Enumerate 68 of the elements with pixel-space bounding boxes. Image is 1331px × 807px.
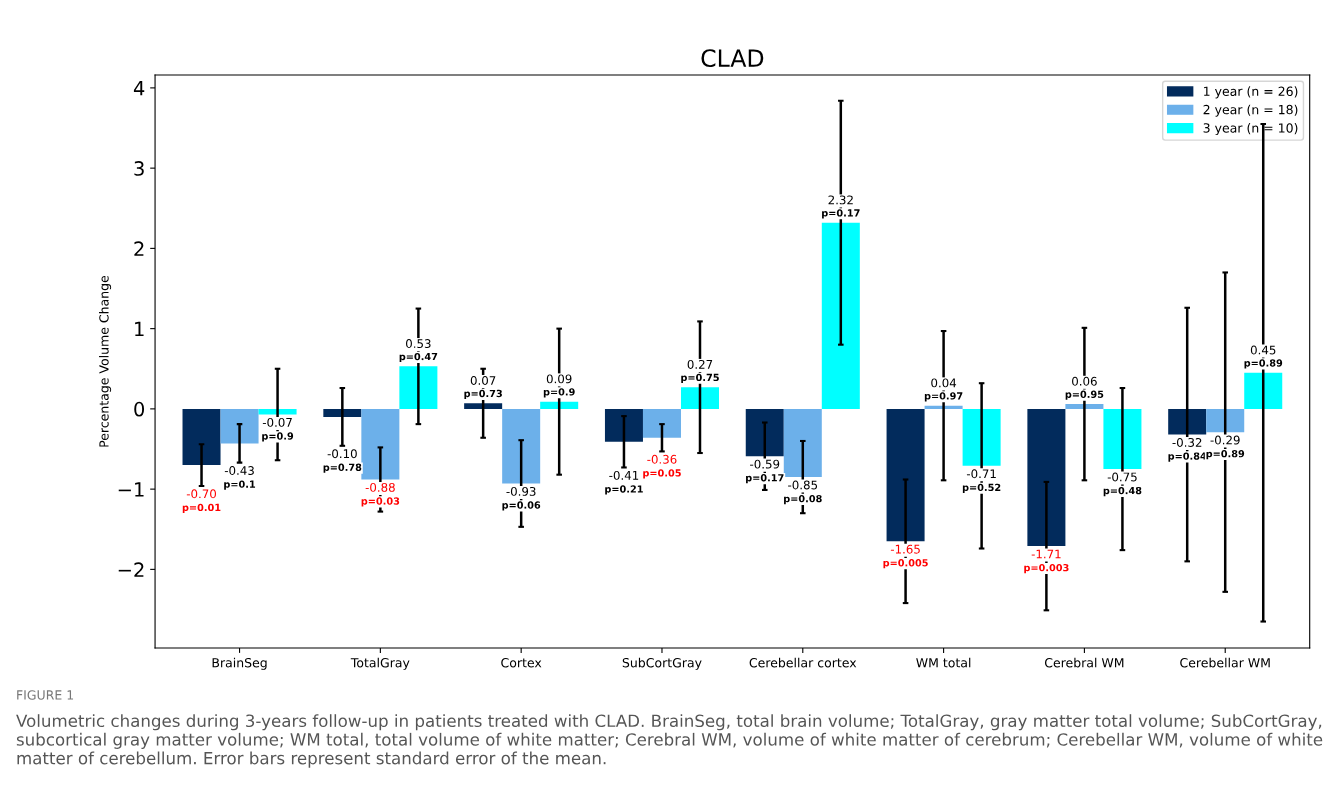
data-label: -0.41 p=0.21 <box>605 470 643 495</box>
data-label: -0.93 p=0.06 <box>502 486 541 511</box>
y-axis-title: Percentage Volume Change <box>99 275 112 447</box>
caption: FIGURE 1 <box>17 690 74 700</box>
x-tick-label: Cerebellar cortex <box>749 657 857 668</box>
bar <box>399 366 438 409</box>
data-label: -0.75 p=0.48 <box>1103 472 1142 497</box>
bar <box>604 408 643 442</box>
data-label: -0.70 p=0.01 <box>182 489 221 513</box>
data-label: -1.71 p=0.003 <box>1024 549 1069 574</box>
data-label: -0.29 p=0.89 <box>1206 435 1245 460</box>
bar <box>745 408 784 457</box>
data-label: -0.32 p=0.84 <box>1168 437 1207 462</box>
data-label: 0.06 p=0.95 <box>1065 376 1104 400</box>
y-tick-label: 2 <box>134 241 144 256</box>
bar <box>642 408 681 438</box>
x-tick-label: Cortex <box>501 657 542 668</box>
data-label: 0.09 p=0.9 <box>543 374 575 398</box>
data-label: -0.88 p=0.03 <box>361 482 400 507</box>
data-label: -0.36 p=0.05 <box>643 454 681 479</box>
x-tick-label: Cerebellar WM <box>1180 657 1270 668</box>
data-label: 2.32 p=0.17 <box>822 195 860 219</box>
bar <box>1027 408 1066 547</box>
legend-label: 1 year (n = 26) <box>1204 86 1298 99</box>
x-tick-label: BrainSeg <box>212 657 267 670</box>
bar <box>680 387 720 409</box>
data-label: -0.85 p=0.08 <box>784 480 822 505</box>
bar <box>540 401 579 409</box>
bar <box>464 403 503 409</box>
legend-label: 2 year (n = 18) <box>1203 104 1298 117</box>
bar <box>1103 408 1142 470</box>
x-tick-label: TotalGray <box>350 657 410 670</box>
y-tick-label: 1 <box>135 321 144 337</box>
y-tick-label: 3 <box>134 161 144 176</box>
bar <box>502 408 541 484</box>
y-tick-label: 4 <box>133 81 145 96</box>
text: Volumetric changes during 3-years follow-up in patients treated with CLAD. BrainSeg, total brain volume; TotalGray, gray matter total volume; SubCortGray, subcortical gray matter volume; WM total, total volume of white matter; Cerebral WM, volume of white matter of cerebrum; Cerebellar WM, volume of white matter of cerebellum. Error bars represent standard error of the mean. <box>16 714 1323 768</box>
data-label: -1.65 p=0.005 <box>883 544 928 569</box>
bar <box>1168 408 1207 435</box>
x-tick-label: SubCortGray <box>622 657 702 670</box>
bar <box>323 408 362 417</box>
data-label: 0.45 p=0.89 <box>1244 345 1283 369</box>
data-label: 0.07 p=0.73 <box>464 376 502 400</box>
chart-title: CLAD <box>701 49 764 68</box>
bar <box>821 222 860 409</box>
data-label: 0.53 p=0.47 <box>399 339 438 363</box>
data-label: 0.27 p=0.75 <box>681 359 719 383</box>
y-tick-label: −1 <box>118 482 144 497</box>
bar <box>962 408 1001 466</box>
bar <box>1065 404 1104 409</box>
data-label: -0.07 p=0.9 <box>262 417 294 442</box>
data-label: -0.71 p=0.52 <box>962 469 1001 493</box>
bar <box>1206 408 1245 433</box>
x-tick-label: WM total <box>916 657 971 668</box>
x-tick-label: Cerebral WM <box>1044 657 1124 668</box>
bar <box>783 408 822 478</box>
data-label: -0.43 p=0.1 <box>224 466 256 490</box>
bar <box>182 408 221 466</box>
bar <box>886 408 925 542</box>
bar <box>220 408 259 444</box>
data-label: 0.04 p=0.97 <box>924 378 963 402</box>
bar <box>1244 372 1283 409</box>
data-label: -0.59 p=0.17 <box>746 459 784 484</box>
legend-label: 3 year (n = 10) <box>1203 123 1298 136</box>
y-tick-label: −2 <box>118 562 144 577</box>
y-tick-label: 0 <box>134 401 145 417</box>
bar <box>361 408 400 480</box>
data-label: -0.10 p=0.78 <box>323 449 362 473</box>
